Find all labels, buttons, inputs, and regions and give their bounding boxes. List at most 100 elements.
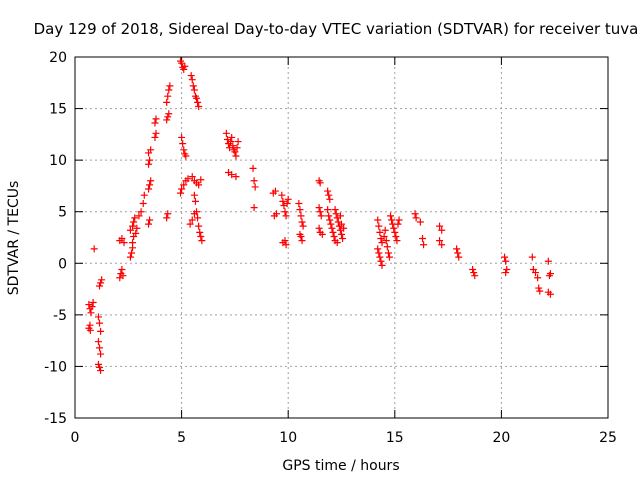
data-point	[327, 220, 335, 228]
data-point	[120, 239, 128, 247]
data-point	[381, 226, 389, 234]
data-point	[198, 237, 206, 245]
data-point	[339, 235, 347, 243]
data-point	[195, 181, 203, 189]
data-point	[190, 191, 198, 199]
data-point	[374, 245, 382, 253]
data-point	[133, 224, 141, 232]
data-point	[129, 239, 137, 247]
data-point	[94, 338, 102, 346]
data-point	[250, 204, 258, 212]
data-point	[390, 224, 398, 232]
y-tick-label: -15	[44, 411, 67, 427]
data-point	[97, 367, 105, 375]
data-point	[188, 76, 196, 84]
data-point	[453, 245, 461, 253]
data-point	[232, 152, 240, 160]
data-point	[532, 269, 540, 277]
tick-marks	[74, 56, 609, 419]
data-point	[249, 164, 257, 172]
data-point	[231, 148, 239, 156]
data-point	[392, 232, 400, 240]
data-point	[140, 191, 148, 199]
data-point	[271, 187, 279, 195]
data-point	[283, 199, 291, 207]
data-point	[190, 86, 198, 94]
data-point	[411, 210, 419, 218]
data-point	[436, 222, 444, 230]
data-point	[165, 86, 173, 94]
data-point	[455, 253, 463, 261]
data-point	[394, 220, 402, 228]
data-point	[147, 146, 155, 154]
data-point	[326, 195, 334, 203]
x-tick-label: 15	[386, 430, 404, 446]
data-point	[188, 216, 196, 224]
data-point	[325, 191, 333, 199]
x-tick-label: 0	[71, 430, 80, 446]
data-point	[340, 224, 348, 232]
data-point	[316, 208, 324, 216]
data-point	[97, 350, 105, 358]
data-point	[282, 241, 290, 249]
data-point	[145, 185, 153, 193]
data-point	[193, 94, 201, 102]
plot-frame	[74, 56, 609, 419]
data-point	[534, 274, 542, 282]
data-point	[324, 206, 332, 214]
data-point	[338, 230, 345, 238]
data-point	[438, 241, 446, 249]
y-tick-label: 15	[49, 102, 67, 118]
data-point	[178, 133, 186, 141]
data-point	[87, 309, 95, 317]
data-point	[130, 218, 138, 226]
data-point	[166, 82, 174, 90]
data-point	[164, 113, 172, 121]
data-point	[97, 279, 105, 287]
x-axis-label: GPS time / hours	[282, 458, 399, 474]
data-point	[324, 187, 332, 195]
data-point	[331, 206, 339, 214]
x-tick-label: 25	[599, 430, 617, 446]
data-point	[299, 222, 307, 230]
data-point	[186, 220, 194, 228]
data-point	[184, 175, 192, 183]
data-point	[470, 269, 478, 277]
x-tick-label: 20	[492, 430, 510, 446]
data-point	[469, 265, 477, 273]
data-point	[420, 241, 428, 249]
y-axis-label: SDTVAR / TECUs	[6, 181, 22, 296]
data-point	[317, 212, 325, 220]
data-point	[163, 116, 171, 124]
y-tick-label: -5	[53, 308, 67, 324]
data-point	[281, 237, 289, 245]
data-point	[436, 237, 444, 245]
x-tick-label: 5	[177, 430, 186, 446]
data-point	[378, 239, 386, 247]
data-point	[228, 171, 236, 179]
data-point	[90, 245, 98, 253]
data-point	[330, 232, 338, 240]
data-point	[180, 181, 188, 189]
data-point	[126, 253, 134, 261]
data-point	[338, 220, 345, 228]
data-point	[180, 65, 188, 73]
data-point	[376, 253, 384, 261]
data-point	[282, 212, 290, 220]
data-point	[250, 177, 258, 185]
data-point	[378, 261, 386, 269]
data-point	[416, 218, 424, 226]
data-point	[146, 181, 154, 189]
data-point	[118, 265, 126, 273]
data-point	[284, 195, 292, 203]
data-point	[96, 363, 104, 371]
x-tick-labels: 0 5 10 15 20 25	[71, 430, 617, 446]
data-point	[129, 222, 137, 230]
data-point	[187, 72, 195, 80]
data-point	[189, 82, 197, 90]
data-point	[385, 253, 393, 261]
y-tick-label: 5	[58, 205, 67, 221]
data-point	[382, 237, 390, 245]
data-point	[393, 237, 401, 245]
data-point	[374, 216, 382, 224]
